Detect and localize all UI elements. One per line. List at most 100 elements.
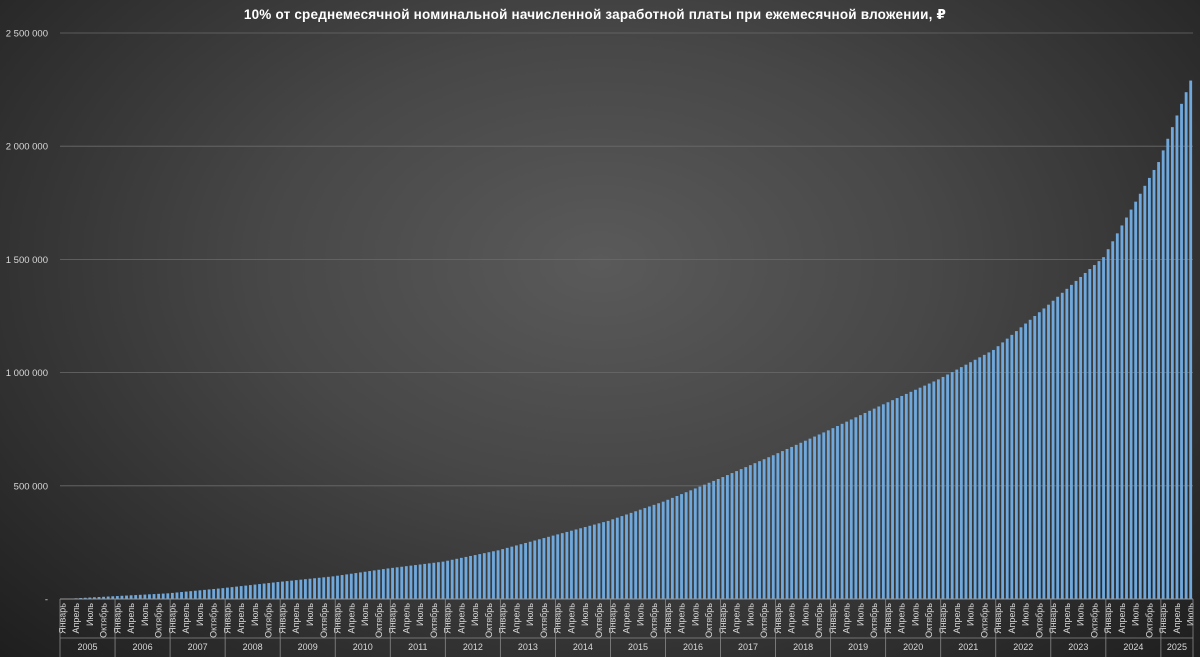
bar: [703, 484, 706, 599]
bar: [115, 596, 119, 599]
bar: [730, 473, 734, 599]
bar: [863, 412, 867, 599]
bar: [574, 529, 578, 599]
x-tick-month-label: Январь: [498, 603, 508, 634]
bar: [826, 430, 830, 599]
x-tick-month-label: Июль: [690, 603, 700, 626]
bar: [592, 524, 596, 599]
bar: [611, 519, 615, 599]
x-tick-month-label: Апрель: [71, 603, 81, 634]
y-axis-ticks: - 500 000 1 000 000 1 500 000 2 000 000 2 500…: [6, 29, 48, 606]
bar: [1143, 185, 1147, 599]
bar: [537, 539, 541, 599]
bar: [166, 593, 170, 599]
bar: [450, 559, 454, 599]
x-tick-month-label: Июль: [966, 603, 976, 626]
x-tick-month-label: Июль: [910, 603, 920, 626]
bar: [83, 597, 87, 599]
bar: [565, 531, 569, 599]
bar: [634, 511, 638, 599]
bar: [693, 488, 697, 599]
bar: [886, 402, 890, 599]
x-tick-month-label: Октябрь: [759, 603, 769, 638]
bar: [1042, 308, 1046, 599]
bar: [712, 480, 716, 599]
x-tick-year-label: 2005: [78, 642, 98, 652]
x-tick-month-label: Июль: [580, 603, 590, 626]
x-tick-year-label: 2009: [298, 642, 318, 652]
bar: [904, 393, 908, 599]
bar: [950, 372, 954, 599]
bar: [620, 516, 624, 599]
bar: [1010, 334, 1014, 599]
x-tick-month-label: Январь: [57, 603, 67, 634]
bar: [230, 587, 234, 599]
x-tick-month-label: Октябрь: [1034, 603, 1044, 638]
bar: [542, 538, 546, 599]
bar: [927, 383, 931, 599]
x-tick-year-label: 2012: [463, 642, 483, 652]
x-tick-year-label: 2006: [133, 642, 153, 652]
bar: [918, 387, 922, 599]
bar: [776, 453, 780, 599]
bar: [987, 352, 991, 599]
bar: [675, 495, 679, 599]
bar: [88, 597, 92, 599]
bar: [955, 369, 959, 599]
bar: [560, 533, 564, 599]
bar: [1102, 257, 1105, 599]
x-tick-year-label: 2024: [1123, 642, 1143, 652]
bar: [138, 594, 142, 599]
bar: [340, 575, 344, 599]
bar: [226, 587, 229, 599]
x-tick-month-label: Октябрь: [814, 603, 824, 638]
bar: [1111, 241, 1115, 600]
bar: [1065, 288, 1069, 599]
x-tick-year-label: 2011: [408, 642, 427, 652]
bar: [836, 425, 839, 599]
x-axis-month-ticks: Январь Апрель Июль Октябрь Январь Апрель Июль О…: [57, 603, 1195, 638]
x-tick-month-label: Октябрь: [99, 603, 109, 638]
bar: [1005, 338, 1009, 599]
x-tick-month-label: Июль: [140, 603, 150, 626]
bar: [680, 494, 683, 599]
x-tick-month-label: Апрель: [622, 603, 632, 634]
bar: [469, 555, 472, 599]
bar: [1014, 331, 1018, 599]
bar: [221, 588, 225, 599]
x-tick-month-label: Январь: [277, 603, 287, 634]
bar: [914, 389, 917, 599]
bar: [597, 523, 601, 599]
x-tick-month-label: Июль: [360, 603, 370, 626]
bar: [808, 438, 812, 599]
bar: [148, 594, 151, 599]
x-tick-year-label: 2015: [628, 642, 648, 652]
bar: [285, 581, 289, 599]
bar: [276, 582, 280, 599]
bar: [528, 541, 532, 599]
bar: [1184, 92, 1188, 599]
bar: [716, 479, 720, 599]
x-tick-year-label: 2018: [793, 642, 813, 652]
bar: [602, 522, 605, 599]
x-tick-month-label: Январь: [718, 603, 728, 634]
x-tick-month-label: Июль: [1186, 603, 1196, 626]
bar: [377, 569, 381, 599]
bar: [326, 576, 330, 599]
x-tick-month-label: Июль: [800, 603, 810, 626]
chart-title: 10% от среднемесячной номинальной начисл…: [243, 7, 947, 22]
x-tick-year-label: 2025: [1167, 642, 1187, 652]
bar: [441, 561, 445, 599]
bar: [721, 477, 725, 599]
x-tick-month-label: Июль: [745, 603, 755, 626]
bar: [125, 595, 128, 599]
bar: [1051, 300, 1055, 599]
bar: [982, 354, 986, 599]
x-tick-month-label: Январь: [938, 603, 948, 634]
bar: [409, 565, 413, 599]
bar: [969, 362, 972, 599]
x-tick-month-label: Январь: [222, 603, 232, 634]
bar: [707, 482, 711, 599]
bar: [767, 457, 771, 599]
